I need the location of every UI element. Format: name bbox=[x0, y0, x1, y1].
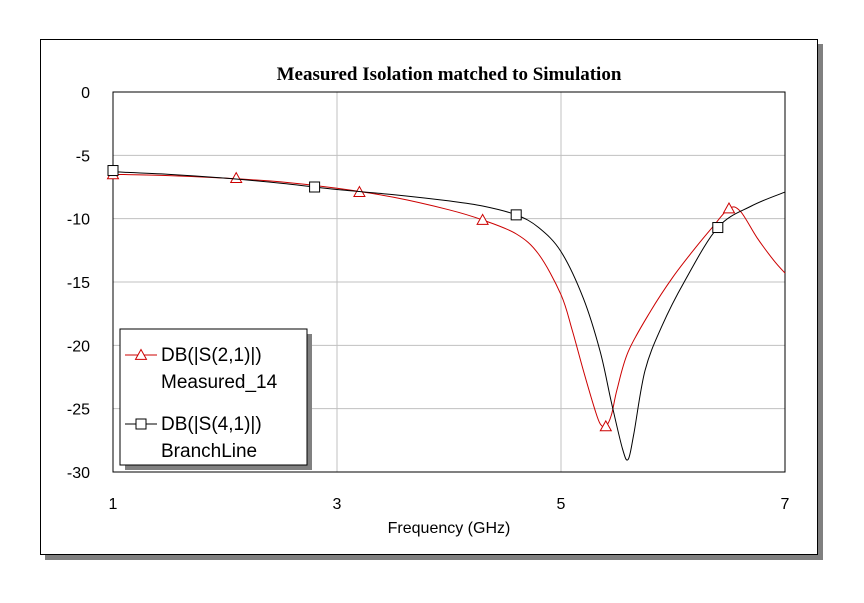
y-tick-label: -20 bbox=[67, 338, 90, 355]
y-tick-label: -5 bbox=[76, 148, 90, 165]
series-marker-0 bbox=[229, 171, 243, 184]
legend-series-name: DB(|S(2,1)|) bbox=[161, 345, 262, 366]
y-tick-label: -15 bbox=[67, 275, 90, 292]
series-marker-0 bbox=[599, 419, 613, 432]
tick-labels: 0 -5 -10 -15 -20 -25 -30 1 3 5 7 bbox=[67, 85, 790, 513]
series-marker-1 bbox=[510, 209, 522, 221]
x-tick-label: 3 bbox=[333, 496, 342, 513]
x-tick-label: 1 bbox=[109, 496, 118, 513]
series-marker-0 bbox=[722, 202, 736, 214]
legend-series-dataset: Measured_14 bbox=[161, 372, 278, 393]
series-layer bbox=[106, 165, 786, 461]
legend-series-name: DB(|S(4,1)|) bbox=[161, 414, 262, 435]
x-axis-label: Frequency (GHz) bbox=[388, 520, 511, 537]
chart-title: Measured Isolation matched to Simulation bbox=[277, 64, 622, 85]
y-tick-label: -30 bbox=[67, 465, 90, 482]
y-tick-label: -10 bbox=[67, 212, 90, 229]
plot-area bbox=[112, 91, 786, 473]
legend: DB(|S(2,1)|) Measured_14 DB(|S(4,1)|) Branc… bbox=[119, 328, 312, 470]
legend-box bbox=[119, 328, 308, 466]
series-marker-1 bbox=[309, 181, 321, 193]
legend-marker-1 bbox=[135, 418, 147, 430]
series-marker-0 bbox=[476, 213, 489, 225]
x-tick-label: 5 bbox=[557, 496, 566, 513]
y-tick-label: 0 bbox=[81, 85, 90, 102]
legend-marker-0 bbox=[134, 348, 148, 360]
series-line-1 bbox=[112, 171, 786, 461]
y-tick-label: -25 bbox=[67, 402, 90, 419]
grid-layer bbox=[113, 92, 785, 472]
series-marker-1 bbox=[712, 222, 724, 234]
x-tick-label: 7 bbox=[781, 496, 790, 513]
series-marker-1 bbox=[107, 165, 119, 177]
legend-series-dataset: BranchLine bbox=[161, 441, 257, 462]
